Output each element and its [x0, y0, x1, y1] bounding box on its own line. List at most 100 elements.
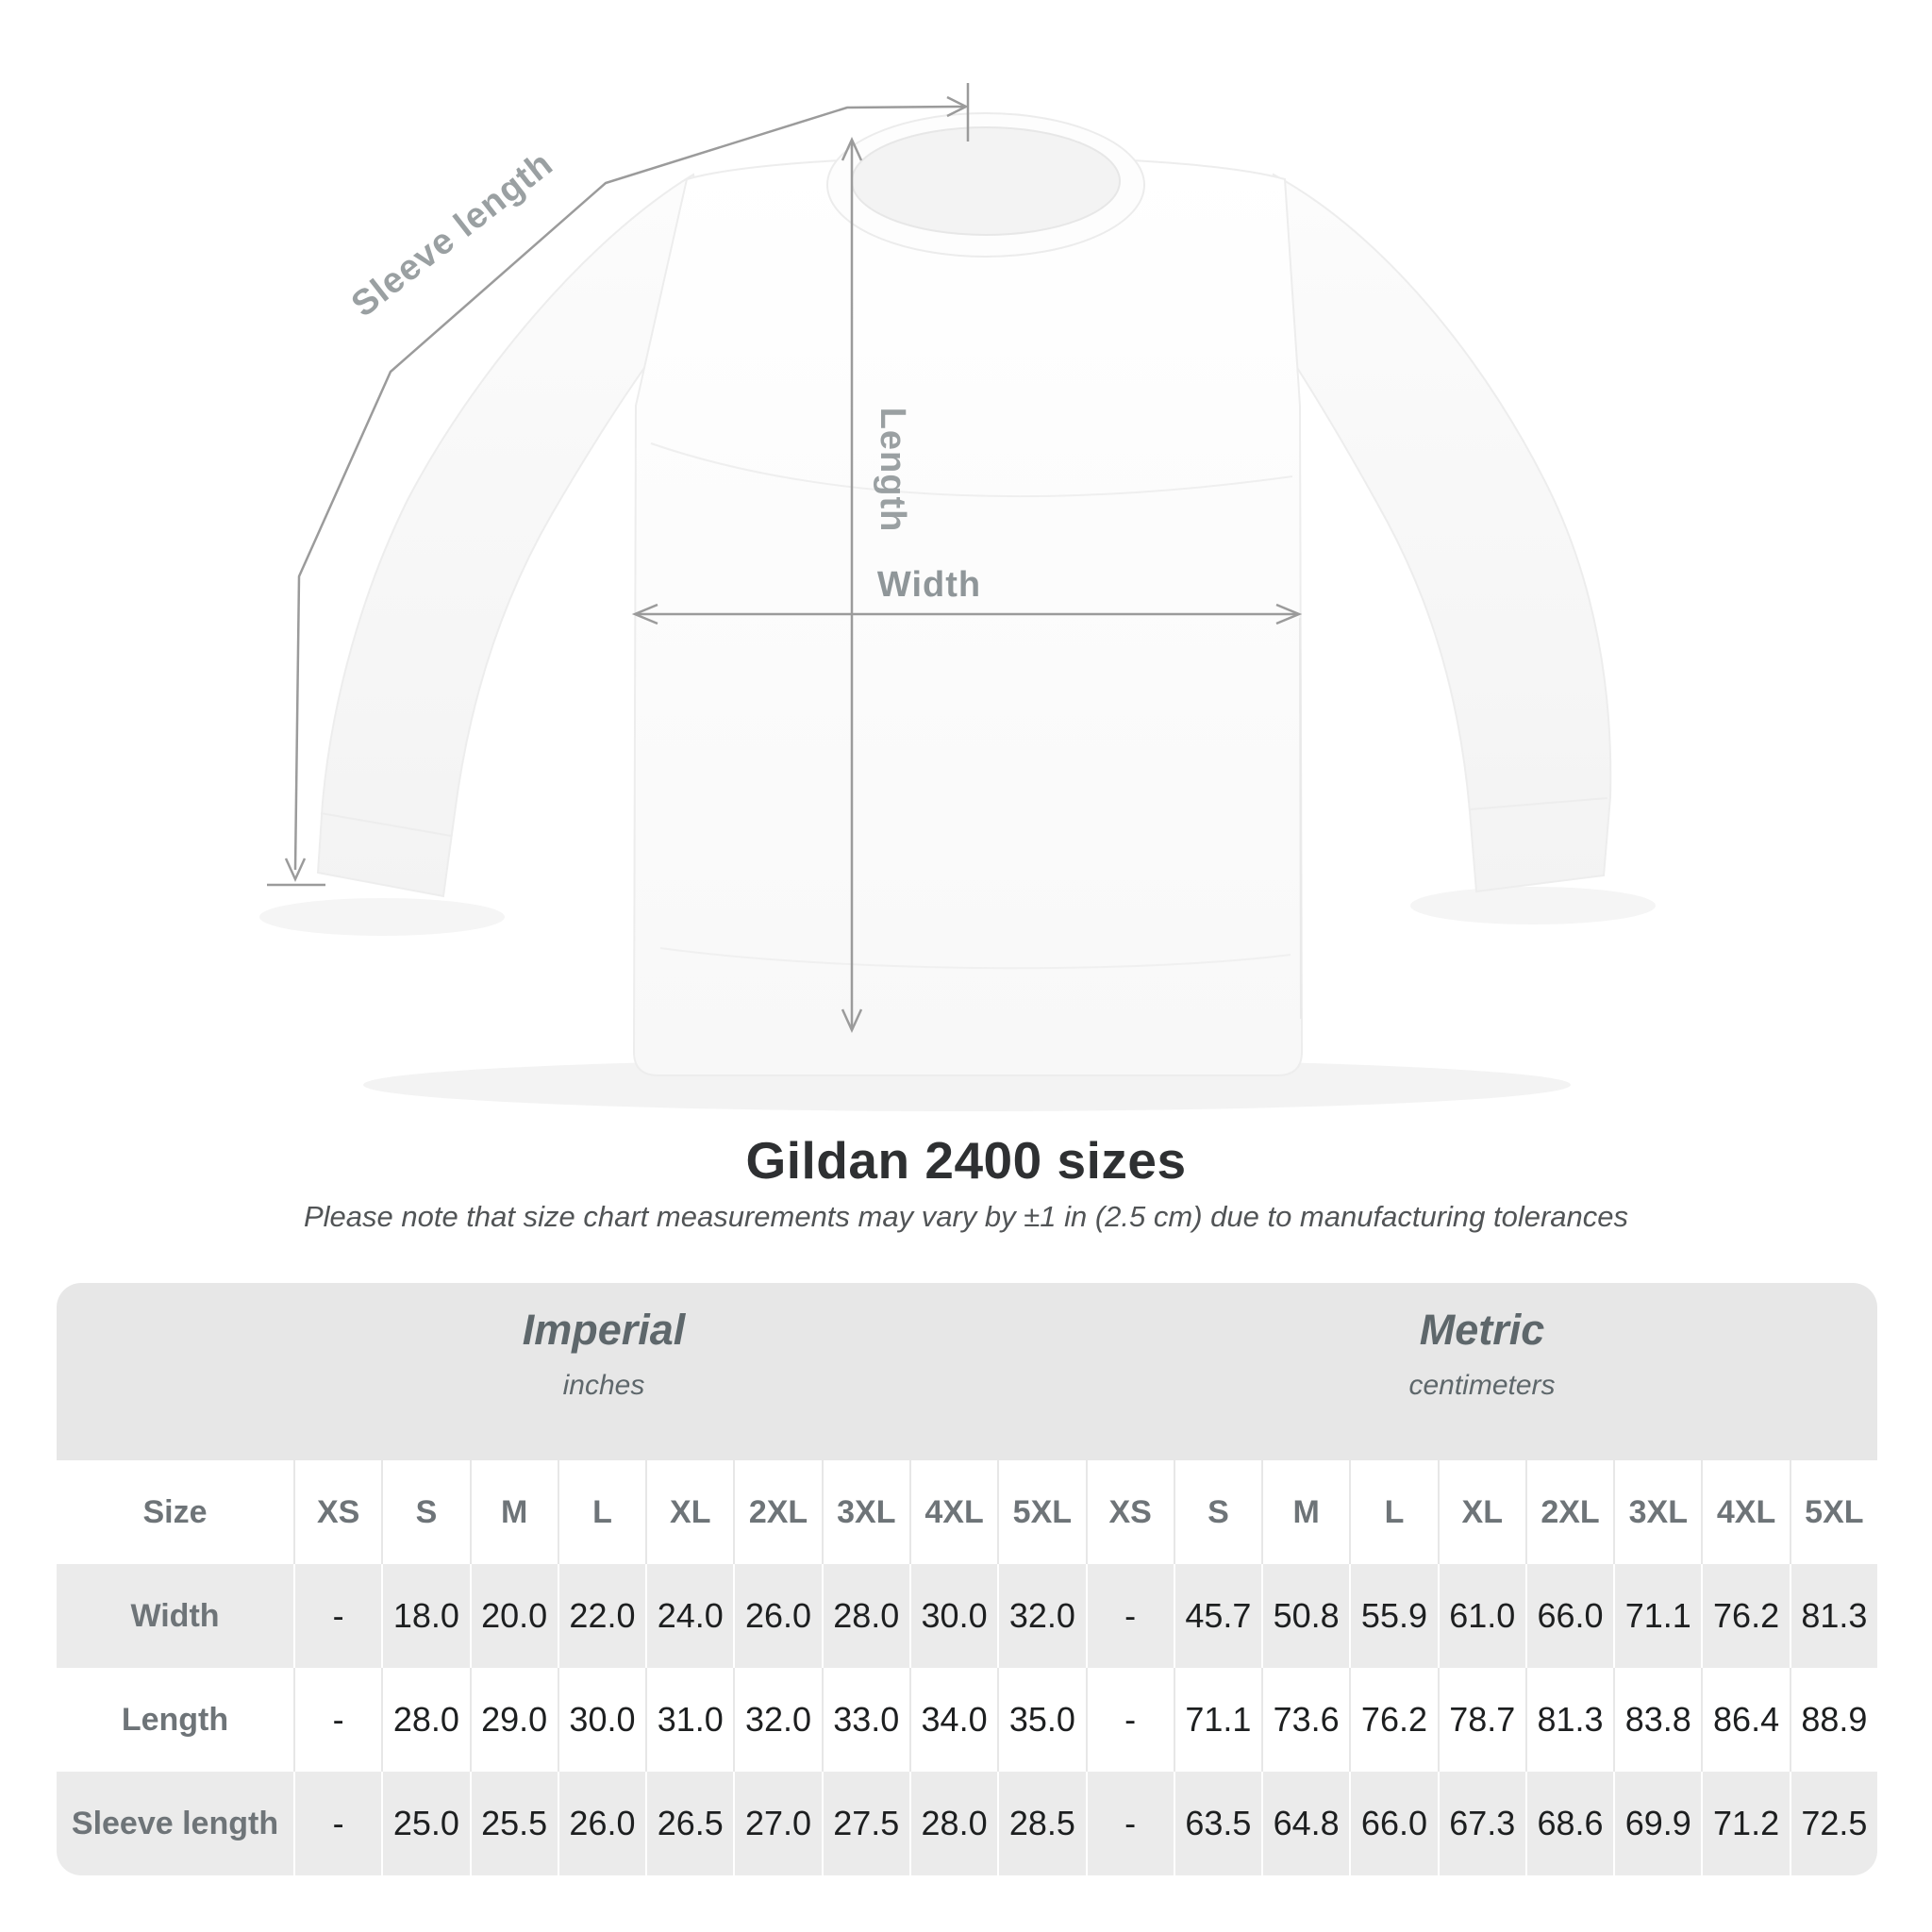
size-value: 66.0 [1524, 1564, 1614, 1668]
side-seam-line [1299, 617, 1302, 1020]
size-grid: Size XS S M L XL 2XL 3XL 4XL 5XL XS S M L XL 2XL 3XL 4XL 5… [57, 1460, 1877, 1875]
chest-fold-line [650, 442, 1293, 498]
size-value: 83.8 [1613, 1668, 1702, 1772]
size-col-header: 4XL [1701, 1460, 1790, 1564]
size-col-header: M [1261, 1460, 1350, 1564]
size-value: 28.5 [997, 1772, 1086, 1875]
size-col-header: 2XL [1524, 1460, 1614, 1564]
size-col-header: 3XL [1613, 1460, 1702, 1564]
size-value: 76.2 [1701, 1564, 1790, 1668]
size-value: 30.0 [557, 1668, 646, 1772]
size-value: 18.0 [381, 1564, 470, 1668]
size-value: 31.0 [645, 1668, 734, 1772]
sleeve-length-label: Sleeve length [344, 144, 560, 325]
sleeve-length-arrow [267, 83, 970, 887]
size-value: 72.5 [1789, 1772, 1877, 1875]
unit-group-metric: Metric centimeters [1086, 1306, 1878, 1402]
hem-fold-line [659, 947, 1291, 970]
size-value: - [293, 1668, 382, 1772]
size-value: 61.0 [1437, 1564, 1525, 1668]
size-col-header: XL [1437, 1460, 1525, 1564]
size-value: 28.0 [908, 1772, 998, 1875]
size-header-label: Size [57, 1460, 293, 1564]
width-label: Width [877, 565, 981, 605]
size-value: 63.5 [1173, 1772, 1262, 1875]
page-subtitle: Please note that size chart measurements… [303, 1200, 1629, 1233]
shirt-measurement-diagram: Sleeve length Length Width [259, 83, 1656, 1111]
size-value: 86.4 [1701, 1668, 1790, 1772]
size-col-header: L [557, 1460, 646, 1564]
size-value: - [1085, 1772, 1174, 1875]
left-cuff-shadow [259, 898, 505, 936]
size-value: 78.7 [1437, 1668, 1525, 1772]
length-label: Length [873, 408, 912, 533]
size-value: 50.8 [1261, 1564, 1350, 1668]
size-value: 32.0 [997, 1564, 1086, 1668]
size-value: - [293, 1772, 382, 1875]
size-col-header: XS [293, 1460, 382, 1564]
page-title: Gildan 2400 sizes [745, 1131, 1187, 1190]
size-value: 25.0 [381, 1772, 470, 1875]
size-value: 26.0 [557, 1772, 646, 1875]
shirt-left-sleeve [316, 173, 711, 898]
size-col-header: 4XL [908, 1460, 998, 1564]
size-col-header: S [1173, 1460, 1262, 1564]
size-col-header: S [381, 1460, 470, 1564]
size-value: - [1085, 1564, 1174, 1668]
size-value: 45.7 [1173, 1564, 1262, 1668]
shirt-right-sleeve [1241, 173, 1612, 893]
size-col-header: 3XL [821, 1460, 909, 1564]
size-value: 71.1 [1173, 1668, 1262, 1772]
right-cuff-shadow [1410, 887, 1656, 924]
size-value: 25.5 [469, 1772, 558, 1875]
size-value: 28.0 [821, 1564, 909, 1668]
size-value: 26.0 [733, 1564, 822, 1668]
size-value: 26.5 [645, 1772, 734, 1875]
size-value: 73.6 [1261, 1668, 1350, 1772]
row-label: Sleeve length [57, 1772, 293, 1875]
table-unit-band: Imperial inches Metric centimeters [57, 1283, 1877, 1460]
size-col-header: M [469, 1460, 558, 1564]
unit-group-metric-unit: centimeters [1408, 1369, 1556, 1401]
size-col-header: 5XL [997, 1460, 1086, 1564]
size-value: 71.2 [1701, 1772, 1790, 1875]
size-value: 32.0 [733, 1668, 822, 1772]
size-value: 68.6 [1524, 1772, 1614, 1875]
size-col-header: 2XL [733, 1460, 822, 1564]
unit-group-imperial-unit: inches [562, 1369, 645, 1401]
row-label: Length [57, 1668, 293, 1772]
size-value: 55.9 [1349, 1564, 1438, 1668]
size-value: 27.0 [733, 1772, 822, 1875]
size-value: 29.0 [469, 1668, 558, 1772]
size-col-header: XL [645, 1460, 734, 1564]
size-value: 28.0 [381, 1668, 470, 1772]
size-value: 67.3 [1437, 1772, 1525, 1875]
size-value: 66.0 [1349, 1772, 1438, 1875]
size-value: 81.3 [1789, 1564, 1877, 1668]
size-col-header: L [1349, 1460, 1438, 1564]
left-cuff-line [320, 812, 452, 837]
length-arrow [841, 136, 863, 1034]
unit-group-imperial-name: Imperial [522, 1306, 686, 1354]
shirt-body [632, 156, 1304, 1076]
size-value: 81.3 [1524, 1668, 1614, 1772]
size-value: 24.0 [645, 1564, 734, 1668]
size-value: - [293, 1564, 382, 1668]
unit-group-imperial: Imperial inches [57, 1306, 1151, 1402]
size-value: 22.0 [557, 1564, 646, 1668]
width-arrow [631, 603, 1303, 625]
size-value: 71.1 [1613, 1564, 1702, 1668]
size-value: 30.0 [908, 1564, 998, 1668]
size-value: 33.0 [821, 1668, 909, 1772]
size-value: 64.8 [1261, 1772, 1350, 1875]
size-col-header: XS [1085, 1460, 1174, 1564]
size-value: 27.5 [821, 1772, 909, 1875]
unit-group-metric-name: Metric [1419, 1306, 1545, 1354]
size-value: 69.9 [1613, 1772, 1702, 1875]
size-col-header: 5XL [1789, 1460, 1877, 1564]
row-label: Width [57, 1564, 293, 1668]
size-value: 76.2 [1349, 1668, 1438, 1772]
size-value: 34.0 [908, 1668, 998, 1772]
size-value: 20.0 [469, 1564, 558, 1668]
